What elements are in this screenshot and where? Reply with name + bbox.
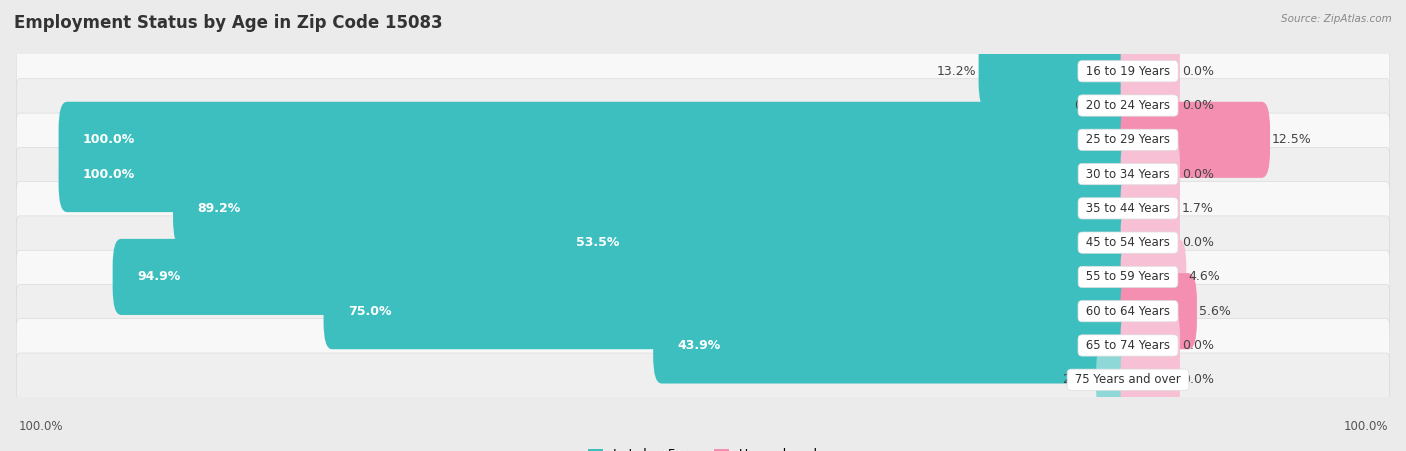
Text: 5.6%: 5.6% [1199,305,1230,318]
FancyBboxPatch shape [1121,342,1180,418]
Text: 25 to 29 Years: 25 to 29 Years [1083,133,1174,146]
FancyBboxPatch shape [654,308,1136,383]
Text: 0.0%: 0.0% [1182,99,1213,112]
Text: 16 to 19 Years: 16 to 19 Years [1083,65,1174,78]
FancyBboxPatch shape [17,353,1389,406]
Text: 0.0%: 0.0% [1182,339,1213,352]
Text: 43.9%: 43.9% [678,339,721,352]
Text: 65 to 74 Years: 65 to 74 Years [1083,339,1174,352]
Text: 35 to 44 Years: 35 to 44 Years [1083,202,1174,215]
Text: 94.9%: 94.9% [136,271,180,283]
FancyBboxPatch shape [59,136,1136,212]
Text: 55 to 59 Years: 55 to 59 Years [1083,271,1174,283]
FancyBboxPatch shape [17,216,1389,269]
Text: 0.0%: 0.0% [1074,99,1105,112]
Text: 75 Years and over: 75 Years and over [1071,373,1185,386]
FancyBboxPatch shape [17,285,1389,338]
Text: 2.1%: 2.1% [1063,373,1094,386]
FancyBboxPatch shape [1121,239,1187,315]
Text: 75.0%: 75.0% [347,305,391,318]
Text: 4.6%: 4.6% [1188,271,1220,283]
Text: 30 to 34 Years: 30 to 34 Years [1083,168,1174,180]
FancyBboxPatch shape [979,33,1136,109]
FancyBboxPatch shape [17,250,1389,304]
Text: 100.0%: 100.0% [83,168,135,180]
Text: 0.0%: 0.0% [1182,65,1213,78]
FancyBboxPatch shape [17,113,1389,166]
Text: 60 to 64 Years: 60 to 64 Years [1083,305,1174,318]
Text: 0.0%: 0.0% [1182,168,1213,180]
Text: 20 to 24 Years: 20 to 24 Years [1083,99,1174,112]
Text: 100.0%: 100.0% [1343,420,1388,433]
Text: 1.7%: 1.7% [1182,202,1213,215]
Text: 13.2%: 13.2% [936,65,976,78]
FancyBboxPatch shape [1097,342,1136,418]
FancyBboxPatch shape [1121,68,1180,143]
FancyBboxPatch shape [1121,273,1197,349]
FancyBboxPatch shape [17,79,1389,132]
FancyBboxPatch shape [1121,170,1180,246]
Legend: In Labor Force, Unemployed: In Labor Force, Unemployed [583,443,823,451]
FancyBboxPatch shape [17,45,1389,98]
Text: 53.5%: 53.5% [576,236,619,249]
Text: 0.0%: 0.0% [1182,373,1213,386]
FancyBboxPatch shape [112,239,1136,315]
Text: Source: ZipAtlas.com: Source: ZipAtlas.com [1281,14,1392,23]
FancyBboxPatch shape [17,319,1389,372]
FancyBboxPatch shape [1121,33,1180,109]
FancyBboxPatch shape [323,273,1136,349]
Text: 0.0%: 0.0% [1182,236,1213,249]
FancyBboxPatch shape [173,170,1136,246]
FancyBboxPatch shape [1121,308,1180,383]
FancyBboxPatch shape [1121,205,1180,281]
FancyBboxPatch shape [1121,136,1180,212]
FancyBboxPatch shape [59,102,1136,178]
Text: 100.0%: 100.0% [18,420,63,433]
FancyBboxPatch shape [551,205,1136,281]
Text: 100.0%: 100.0% [83,133,135,146]
FancyBboxPatch shape [1121,102,1270,178]
Text: 89.2%: 89.2% [197,202,240,215]
FancyBboxPatch shape [17,147,1389,201]
Text: Employment Status by Age in Zip Code 15083: Employment Status by Age in Zip Code 150… [14,14,443,32]
Text: 45 to 54 Years: 45 to 54 Years [1083,236,1174,249]
Text: 12.5%: 12.5% [1272,133,1312,146]
FancyBboxPatch shape [17,182,1389,235]
